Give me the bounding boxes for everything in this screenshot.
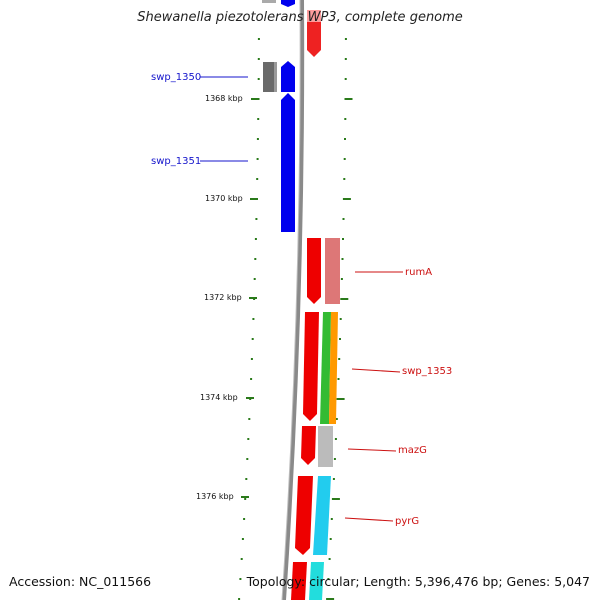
tick-mark — [338, 358, 341, 360]
gene-swp_1350-neighbor[interactable] — [263, 62, 277, 92]
gene-arrow-bottom-red[interactable] — [291, 562, 307, 600]
tick-mark — [247, 438, 250, 440]
tick-mark — [257, 38, 260, 40]
gene-swp_1353[interactable] — [303, 312, 319, 421]
tick-mark — [331, 498, 340, 500]
scale-label: 1370 kbp — [205, 194, 243, 203]
tick-mark — [243, 518, 246, 520]
tick-mark — [327, 578, 330, 580]
tick-mark — [252, 318, 255, 320]
tick-mark — [336, 398, 345, 400]
gene-labels: swp_1350 swp_1351 rumA swp_1353 mazG pyr… — [151, 72, 452, 527]
accession-text: Accession: NC_011566 — [9, 574, 152, 589]
tick-mark — [245, 478, 248, 480]
gene-mazG-track[interactable] — [318, 426, 333, 467]
tick-mark — [329, 538, 332, 540]
gene-swp_1350[interactable] — [281, 61, 295, 92]
forward-strand-features — [262, 0, 295, 232]
tick-mark — [239, 578, 242, 580]
tick-mark — [256, 178, 259, 180]
scale-label: 1376 kbp — [196, 492, 234, 501]
outer-tick-marks — [326, 38, 353, 600]
tick-mark — [257, 58, 260, 60]
tick-mark — [254, 258, 257, 260]
tick-mark — [254, 238, 257, 240]
gene-rumA[interactable] — [307, 238, 321, 304]
tick-mark — [344, 138, 346, 140]
tick-mark — [255, 218, 258, 220]
gene-label-swp_1351[interactable]: swp_1351 — [151, 156, 201, 167]
genome-backbone — [282, 0, 305, 600]
tick-mark — [251, 338, 254, 340]
tick-mark — [340, 298, 349, 300]
tick-mark — [330, 518, 333, 520]
tick-mark — [333, 458, 336, 460]
tick-mark — [344, 78, 347, 80]
tick-mark — [250, 358, 253, 360]
gene-swp_1351[interactable] — [281, 93, 295, 232]
gene-label-pyrG[interactable]: pyrG — [395, 516, 419, 527]
tick-mark — [328, 558, 331, 560]
tick-mark — [344, 58, 347, 60]
scale-label: 1372 kbp — [204, 293, 242, 302]
tick-mark — [343, 158, 346, 160]
tick-mark — [341, 258, 344, 260]
tick-mark — [343, 178, 346, 180]
tick-mark — [344, 38, 347, 40]
gene-pyrG-track[interactable] — [313, 476, 331, 555]
tick-mark — [342, 198, 351, 200]
tick-mark — [332, 478, 335, 480]
tick-mark — [344, 118, 347, 120]
tick-mark — [253, 278, 256, 280]
gene-mazG[interactable] — [301, 426, 316, 465]
scale-labels: 1368 kbp 1370 kbp 1372 kbp 1374 kbp 1376… — [196, 94, 259, 501]
inner-tick-marks — [238, 38, 260, 600]
tick-mark — [238, 598, 241, 600]
gene-label-mazG[interactable]: mazG — [398, 445, 427, 456]
map-title: Shewanella piezotolerans WP3, complete g… — [137, 10, 463, 25]
tick-mark — [244, 498, 247, 500]
tick-mark — [250, 378, 253, 380]
tick-mark — [337, 378, 340, 380]
gene-label-rumA[interactable]: rumA — [405, 267, 432, 278]
tick-mark — [340, 278, 343, 280]
tick-mark — [248, 418, 251, 420]
tick-mark — [335, 418, 338, 420]
reverse-strand-features — [291, 10, 340, 600]
tick-mark — [342, 218, 345, 220]
tick-mark — [334, 438, 337, 440]
gene-swp_1353-track-orange[interactable] — [329, 312, 338, 424]
gene-swp_1353-track-green[interactable] — [320, 312, 331, 424]
tick-mark — [257, 78, 260, 80]
gene-arrow-top-blue[interactable] — [281, 0, 295, 7]
tick-mark — [257, 118, 260, 120]
tick-mark — [256, 158, 259, 160]
genome-summary-text: Topology: circular; Length: 5,396,476 bp… — [246, 574, 590, 589]
scale-label: 1368 kbp — [205, 94, 243, 103]
tick-mark — [339, 318, 342, 320]
gene-arrow-bottom-cyan[interactable] — [309, 562, 324, 600]
gene-label-swp_1350[interactable]: swp_1350 — [151, 72, 201, 83]
tick-mark — [339, 338, 341, 340]
tick-mark — [241, 538, 244, 540]
tick-mark — [326, 598, 335, 600]
gene-arrow-top-grey[interactable] — [262, 0, 276, 3]
tick-mark — [344, 98, 353, 100]
gene-label-swp_1353[interactable]: swp_1353 — [402, 366, 452, 377]
gene-rumA-track[interactable] — [325, 238, 340, 304]
tick-mark — [240, 558, 243, 560]
tick-mark — [342, 238, 344, 240]
gene-pyrG[interactable] — [295, 476, 313, 555]
tick-mark — [256, 138, 259, 140]
tick-mark — [246, 458, 249, 460]
scale-label: 1374 kbp — [200, 393, 238, 402]
